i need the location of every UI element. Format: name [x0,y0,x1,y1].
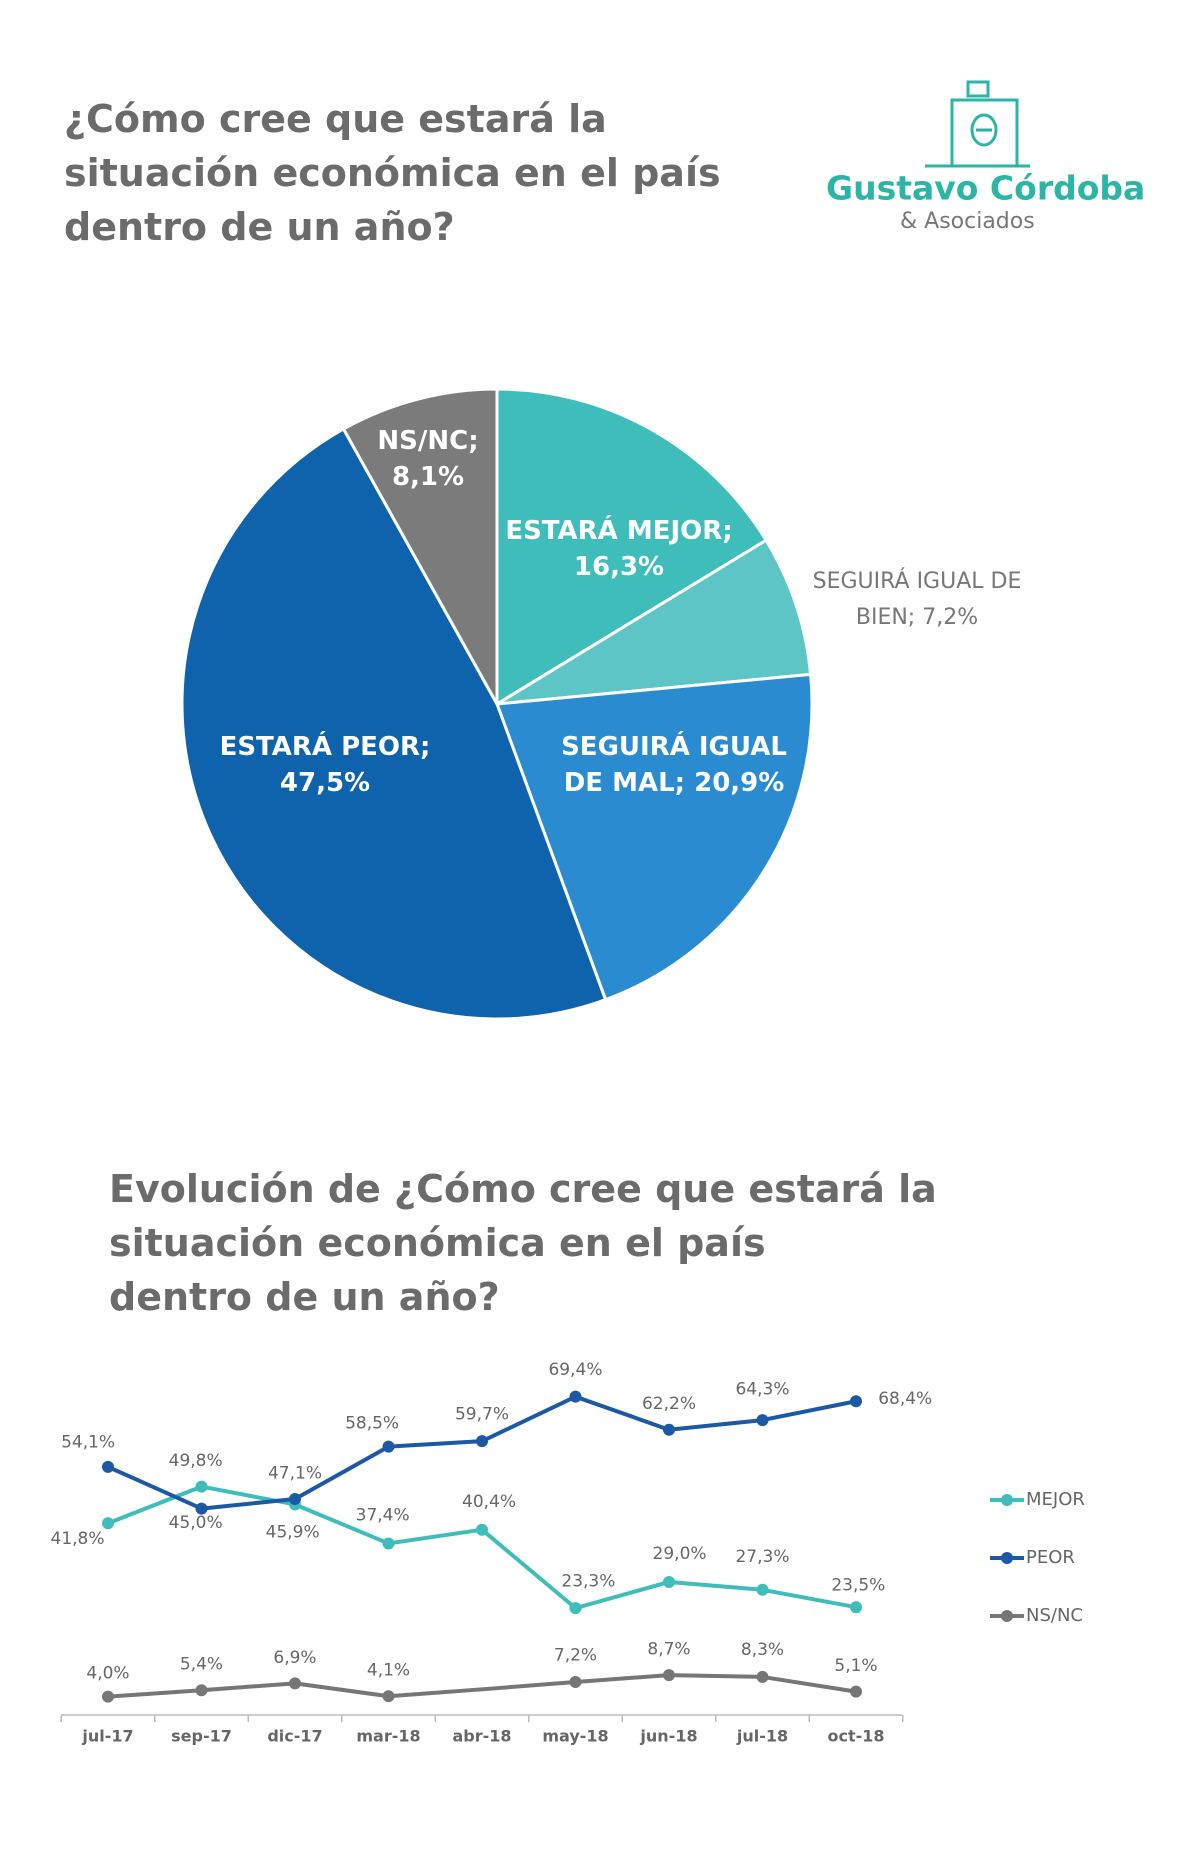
data-label: 68,4% [878,1389,932,1409]
data-point [569,1602,582,1615]
data-point [569,1390,582,1403]
x-tick-label: jun-18 [639,1727,697,1746]
slice-label: SEGUIRÁ IGUAL DE BIEN; 7,2% [787,564,1047,636]
x-tick-label: sep-17 [171,1727,232,1746]
pie-slice [341,387,499,710]
data-point [289,1492,301,1505]
data-point [382,1537,395,1550]
pie-slice [180,426,608,1021]
data-label: 5,1% [834,1656,877,1676]
data-point [756,1670,769,1683]
data-point [756,1414,769,1427]
x-tick-label: jul-18 [736,1727,788,1746]
slice-label: ESTARÁ MEJOR; 16,3% [489,513,749,585]
x-tick-label: dic-17 [267,1727,322,1746]
legend-label: MEJOR [1026,1489,1085,1510]
slice-category: ESTARÁ MEJOR; [505,516,733,546]
slice-value-label: 7,2% [922,605,979,630]
slice-label: ESTARÁ PEOR; 47,5% [185,729,465,801]
data-point [195,1480,208,1493]
data-label: 29,0% [653,1544,707,1564]
legend-label: NS/NC [1026,1605,1083,1626]
logo-subtitle: & Asociados [900,209,1035,234]
data-label: 59,7% [455,1404,509,1424]
x-tick-label: mar-18 [356,1727,420,1746]
data-label: 64,3% [735,1380,789,1400]
data-label: 47,1% [268,1463,322,1483]
data-point [850,1685,862,1698]
legend-label: PEOR [1026,1547,1075,1568]
data-label: 5,4% [180,1655,223,1675]
data-point [663,1575,675,1588]
data-label: 58,5% [345,1414,399,1434]
data-point [756,1583,769,1596]
data-point [569,1675,582,1688]
x-tick-label: jul-17 [81,1727,133,1746]
data-point [663,1423,675,1436]
data-label: 8,3% [741,1640,784,1660]
pie-slice [495,387,769,707]
data-label: 23,3% [561,1571,615,1591]
data-label: 45,9% [266,1522,320,1542]
data-point [476,1435,488,1448]
legend-dot [1001,1610,1013,1622]
data-label: 23,5% [831,1575,885,1595]
slice-value-label: 8,1% [391,462,465,492]
data-label: 37,4% [356,1506,410,1526]
slice-label: NS/NC; 8,1% [358,423,498,495]
slice-value-label: 16,3% [573,552,665,582]
data-point [102,1460,114,1473]
data-point [476,1523,488,1536]
slice-value-label: 20,9% [694,768,785,798]
x-tick-label: may-18 [542,1727,608,1746]
data-point [102,1690,114,1703]
data-label: 49,8% [169,1451,223,1471]
data-point [850,1395,862,1408]
data-label: 69,4% [548,1360,602,1380]
data-label: 8,7% [647,1640,690,1660]
data-point [382,1440,395,1453]
pie-title: ¿Cómo cree que estará la situación econó… [64,97,721,249]
data-label: 27,3% [735,1547,789,1567]
x-tick-label: oct-18 [827,1727,884,1746]
legend-dot [1001,1552,1013,1564]
data-point [102,1517,114,1530]
slice-value-label: 47,5% [279,768,371,798]
data-point [663,1669,675,1682]
line-title: Evolución de ¿Cómo cree que estará la si… [109,1167,937,1319]
slice-category: SEGUIRÁ IGUAL DE BIEN; [812,569,1022,630]
data-point [850,1601,862,1614]
data-point [195,1502,208,1515]
logo-name: Gustavo Córdoba [826,169,1145,208]
data-label: 54,1% [61,1433,115,1453]
data-label: 4,1% [367,1661,410,1681]
data-label: 7,2% [554,1645,597,1665]
logo-icon [925,80,1030,168]
slice-category: NS/NC; [377,426,479,456]
series-line [107,1673,857,1699]
data-label: 6,9% [273,1648,316,1668]
data-label: 62,2% [642,1394,696,1414]
x-tick-label: abr-18 [452,1727,511,1746]
data-label: 45,0% [169,1513,223,1533]
data-label: 40,4% [462,1492,516,1512]
legend-dot [1001,1494,1013,1506]
slice-label: SEGUIRÁ IGUAL DE MAL; 20,9% [554,729,794,801]
data-label: 41,8% [51,1529,105,1549]
data-point [382,1690,395,1703]
data-label: 4,0% [86,1664,129,1684]
slice-category: SEGUIRÁ IGUAL DE MAL; [561,732,787,798]
data-point [195,1684,208,1697]
pie-slice [496,538,813,706]
slice-category: ESTARÁ PEOR; [219,732,431,762]
data-point [289,1677,301,1690]
